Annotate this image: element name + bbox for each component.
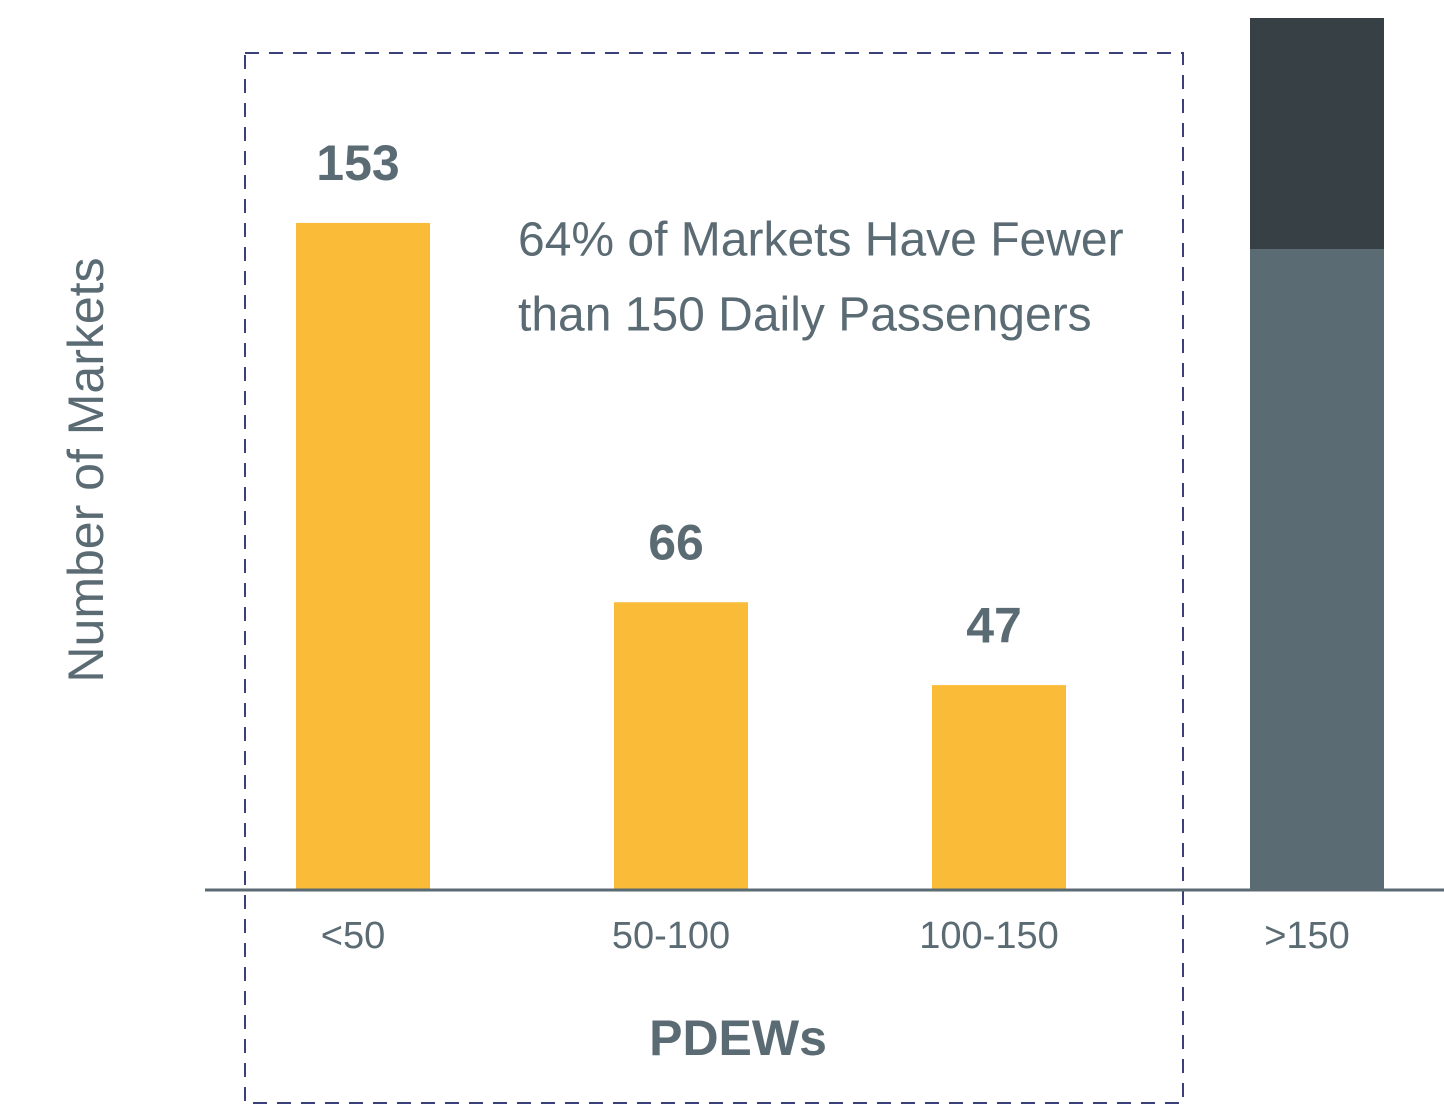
x-tick-label: 50-100 [612,915,730,957]
value-label: 153 [316,135,399,191]
x-tick-label: 100-150 [919,915,1058,957]
y-axis-label: Number of Markets [58,257,114,682]
annotation: than 150 Daily Passengers [518,289,1092,342]
x-axis-label: PDEWs [649,1010,827,1066]
x-tick-label: >150 [1264,915,1350,957]
highlight-box [244,52,1184,1104]
x-tick-label: <50 [321,915,385,957]
bar-shade [1250,18,1384,249]
value-label: 66 [648,514,704,570]
bar [614,602,748,890]
bar [296,222,430,891]
value-label: 47 [966,597,1022,653]
bar [932,685,1066,890]
bar [1250,18,1384,890]
annotation: 64% of Markets Have Fewer [518,214,1124,267]
